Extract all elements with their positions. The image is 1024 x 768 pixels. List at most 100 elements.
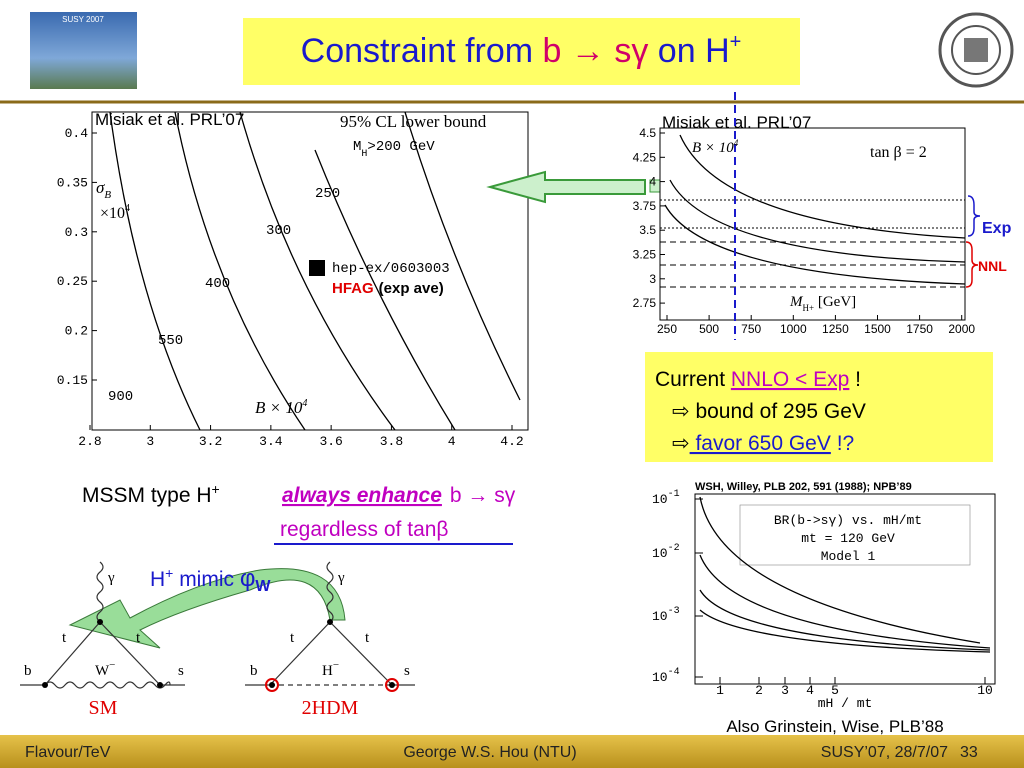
- strange-label: s: [404, 663, 410, 679]
- logo-text: SUSY 2007: [62, 15, 104, 24]
- x-label-sub: H+: [803, 303, 815, 313]
- x-tick-label: 3.2: [199, 434, 222, 449]
- summary-line: ⇨ bound of 295 GeV: [672, 400, 866, 423]
- mssm-plus: +: [212, 481, 220, 497]
- citation: WSH, Willey, PLB 202, 591 (1988); NPB’89: [695, 481, 912, 493]
- point-label: HFAG (exp ave): [332, 280, 444, 297]
- y-tick-base: 10: [652, 492, 668, 507]
- photon-label: γ: [107, 570, 115, 586]
- y-label-sigma: σ: [96, 178, 105, 197]
- title-sg: sγ: [614, 32, 648, 70]
- page-number: 33: [960, 744, 978, 761]
- point-note: (exp ave): [379, 280, 444, 297]
- y-tick-base: 10: [652, 609, 668, 624]
- nnl-brace: [965, 241, 979, 288]
- mssm-note: regardless of tanβ: [280, 518, 449, 541]
- summary-lead: Current: [655, 368, 731, 391]
- y-tick-exp: -4: [668, 667, 680, 678]
- mssm-process: b → sγ: [450, 484, 516, 507]
- ratio-curve: [699, 554, 991, 649]
- mimic-phi: φ: [240, 565, 256, 592]
- title-b: b: [543, 32, 562, 70]
- y-tick-label: 10-3: [652, 606, 680, 624]
- diagram-line: [99, 621, 161, 686]
- plot-caption: BR(b->sγ) vs. mH/mt mt = 120 GeV Model 1: [774, 513, 922, 564]
- diagram-line: [269, 621, 331, 686]
- mimic-sub: W: [255, 578, 271, 595]
- mssm-lead: MSSM type H: [82, 484, 212, 507]
- x-tick-label: 2000: [948, 322, 975, 336]
- mimic-text: mimic: [173, 568, 240, 591]
- summary-line: ⇨ favor 650 GeV !?: [672, 432, 854, 455]
- university-logo-inner: [951, 25, 1001, 75]
- citation: Misiak et al. PRL’07: [662, 113, 811, 132]
- sm-diagram: [20, 561, 415, 689]
- y-tick-label: 10-1: [652, 489, 680, 507]
- tick-group: 250 500 750 1000 1250 1500 1750 2000 4.5 4.25 4 3.7…: [633, 126, 976, 336]
- x-label-m: M: [789, 294, 804, 310]
- footer-right: SUSY’07, 28/7/07: [821, 744, 948, 761]
- title-h: H: [705, 32, 730, 70]
- mimic-label: H+ mimic φW: [150, 565, 271, 595]
- university-logo-emblem: [964, 38, 988, 62]
- w-label: W−: [95, 659, 115, 679]
- tick-group: 2.8 3 3.2 3.4 3.6 3.8 4 4.2 0.4 0.35 0.3 0.25 0.2 0.1…: [57, 126, 524, 449]
- summary-key: favor 650 GeV: [690, 432, 831, 455]
- mssm-line: MSSM type H+: [82, 481, 220, 507]
- mimic-lead: H: [150, 568, 165, 591]
- footer-center: George W.S. Hou (NTU): [403, 744, 576, 761]
- diagram-labels: γ γ t t t t b b s s W− H− SM 2HDM: [24, 570, 410, 719]
- w-charge: −: [109, 659, 115, 671]
- y-tick-label: 0.4: [65, 126, 89, 141]
- title-box: [243, 18, 800, 85]
- mimic-arrow: [68, 568, 346, 649]
- top-label: t: [136, 630, 141, 646]
- x-tick-label: 2: [755, 683, 763, 698]
- prediction-curve: [679, 134, 966, 239]
- x-tick-label: 1: [716, 683, 724, 698]
- contour-label: 900: [108, 389, 133, 405]
- x-label: B × 104: [255, 398, 307, 417]
- top-label: t: [290, 630, 295, 646]
- diagram-path: [326, 561, 334, 623]
- point-ref: hep-ex/0603003: [332, 261, 450, 277]
- y-scale: ×104: [100, 203, 130, 222]
- also-note: Also Grinstein, Wise, PLB’88: [726, 717, 943, 736]
- pointer-arrow: [486, 170, 646, 204]
- y-tick-label: 0.15: [57, 373, 88, 388]
- x-tick-label: 1250: [822, 322, 849, 336]
- x-tick-label: 250: [657, 322, 677, 336]
- y-label-exp: 4: [734, 138, 739, 148]
- contour-curve: [239, 111, 396, 431]
- y-tick-label: 10-4: [652, 667, 680, 685]
- x-tick-label: 1500: [864, 322, 891, 336]
- contour-curve: [109, 111, 201, 431]
- x-tick-label: 1750: [906, 322, 933, 336]
- y-label: σB: [96, 178, 111, 201]
- diagram-path: [96, 561, 104, 623]
- plot-caption-box: [739, 504, 971, 566]
- h-label: H−: [322, 659, 339, 679]
- mssm-key: always enhance: [282, 484, 442, 507]
- prediction-curve: [669, 179, 966, 263]
- y-tick-label: 0.3: [65, 225, 88, 240]
- bottom-label: b: [250, 663, 258, 679]
- y-tick-label: 0.25: [57, 274, 88, 289]
- vertex: [327, 619, 333, 625]
- x-tick-label: 1000: [780, 322, 807, 336]
- contour-label-group: 250 300 400 550 900: [108, 186, 340, 405]
- vertex: [389, 682, 395, 688]
- plot-frame: [694, 493, 996, 685]
- ratio-curve: [699, 589, 991, 651]
- title-arrow: →: [561, 32, 614, 70]
- x-tick-label: 4: [806, 683, 814, 698]
- vertex: [42, 682, 48, 688]
- y-tick-exp: -2: [668, 543, 680, 554]
- diagram-line: [329, 621, 393, 686]
- summary-tail: !: [849, 368, 861, 391]
- y-tick-label: 4.5: [639, 126, 656, 140]
- legend-title: 95% CL lower bound: [340, 112, 487, 131]
- higgs: H: [322, 663, 333, 679]
- nnl-label: NNL: [978, 258, 1007, 274]
